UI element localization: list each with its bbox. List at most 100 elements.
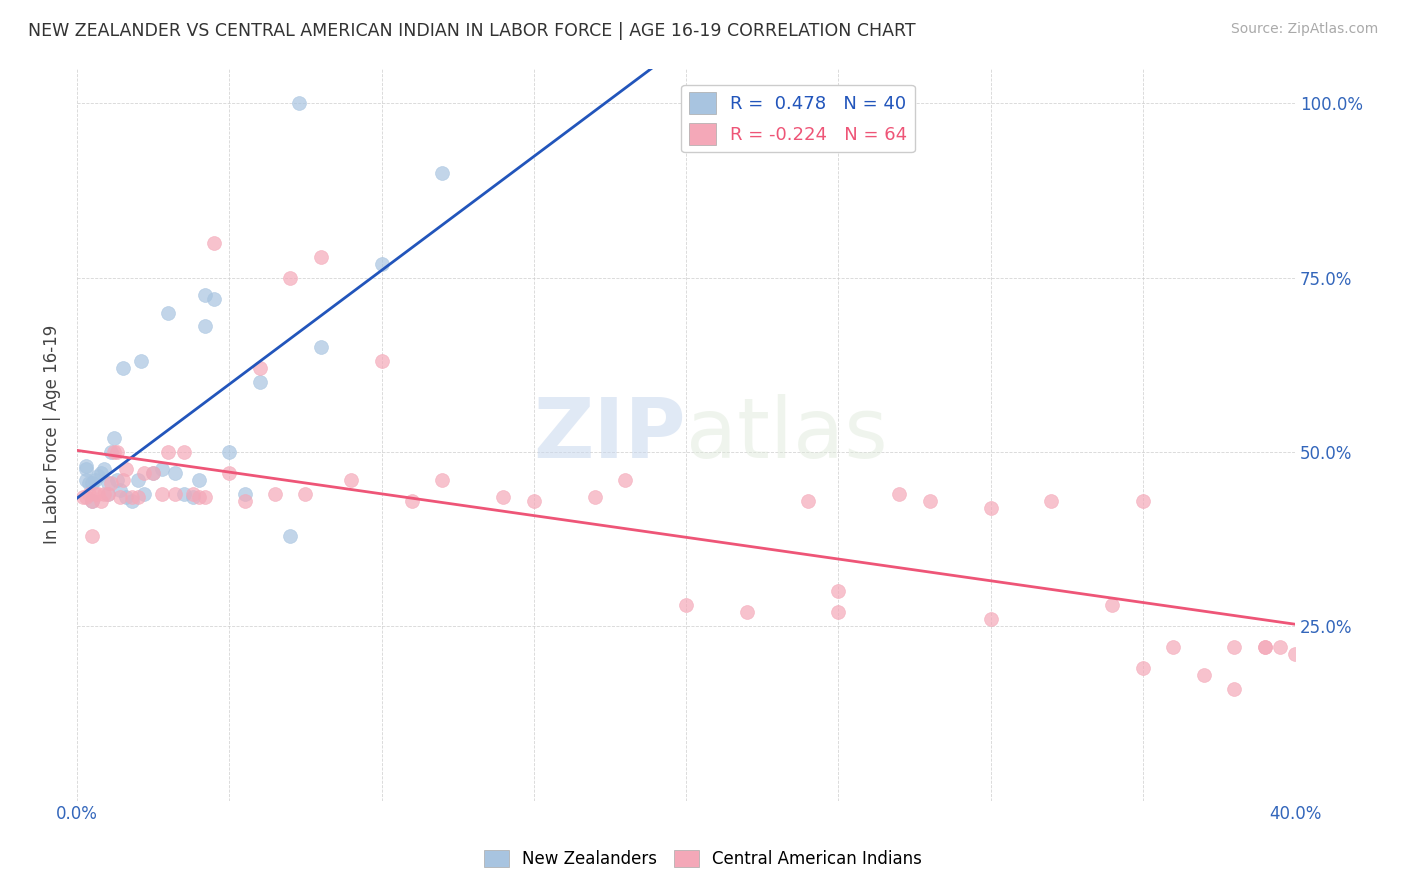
Point xyxy=(187,473,209,487)
Point xyxy=(142,466,165,480)
Point xyxy=(87,469,110,483)
Point xyxy=(523,493,546,508)
Point xyxy=(1268,640,1291,655)
Point xyxy=(1101,599,1123,613)
Point xyxy=(90,466,112,480)
Point xyxy=(278,529,301,543)
Point xyxy=(96,487,118,501)
Point xyxy=(432,473,454,487)
Text: Source: ZipAtlas.com: Source: ZipAtlas.com xyxy=(1230,22,1378,37)
Point xyxy=(249,376,271,390)
Point xyxy=(218,466,240,480)
Point xyxy=(797,493,820,508)
Point xyxy=(1161,640,1184,655)
Point xyxy=(370,354,392,368)
Point xyxy=(150,487,173,501)
Point xyxy=(75,462,97,476)
Point xyxy=(614,473,637,487)
Point xyxy=(249,361,271,376)
Point xyxy=(218,445,240,459)
Point xyxy=(370,257,392,271)
Point xyxy=(77,487,100,501)
Point xyxy=(202,235,225,250)
Legend: New Zealanders, Central American Indians: New Zealanders, Central American Indians xyxy=(477,843,929,875)
Point xyxy=(100,476,122,491)
Point xyxy=(100,445,122,459)
Point xyxy=(82,529,104,543)
Point xyxy=(1132,661,1154,675)
Point xyxy=(105,445,128,459)
Point xyxy=(918,493,941,508)
Point xyxy=(150,462,173,476)
Point xyxy=(163,466,186,480)
Point xyxy=(84,473,107,487)
Point xyxy=(108,491,131,505)
Point xyxy=(75,458,97,473)
Point xyxy=(827,584,849,599)
Point xyxy=(82,476,104,491)
Point xyxy=(111,361,134,376)
Point xyxy=(309,340,332,354)
Point xyxy=(264,487,287,501)
Text: atlas: atlas xyxy=(686,394,887,475)
Point xyxy=(114,462,136,476)
Point xyxy=(96,476,118,491)
Point xyxy=(90,493,112,508)
Point xyxy=(111,473,134,487)
Point xyxy=(129,354,152,368)
Point xyxy=(132,487,155,501)
Point xyxy=(1253,640,1275,655)
Point xyxy=(121,493,143,508)
Point xyxy=(103,445,125,459)
Point xyxy=(187,491,209,505)
Point xyxy=(294,487,316,501)
Point xyxy=(735,606,758,620)
Point xyxy=(401,493,423,508)
Point xyxy=(72,491,94,505)
Point xyxy=(96,487,118,501)
Point xyxy=(108,483,131,498)
Point xyxy=(980,612,1002,626)
Point xyxy=(1192,668,1215,682)
Point xyxy=(1132,493,1154,508)
Point xyxy=(827,606,849,620)
Point xyxy=(288,96,311,111)
Point xyxy=(84,487,107,501)
Point xyxy=(675,599,697,613)
Point xyxy=(77,476,100,491)
Point xyxy=(194,491,217,505)
Point xyxy=(157,445,180,459)
Point xyxy=(1253,640,1275,655)
Point xyxy=(142,466,165,480)
Point xyxy=(163,487,186,501)
Point xyxy=(105,473,128,487)
Point xyxy=(75,491,97,505)
Point xyxy=(1040,493,1063,508)
Point xyxy=(87,487,110,501)
Point xyxy=(432,166,454,180)
Y-axis label: In Labor Force | Age 16-19: In Labor Force | Age 16-19 xyxy=(44,325,60,544)
Point xyxy=(121,491,143,505)
Point xyxy=(233,493,256,508)
Point xyxy=(127,473,149,487)
Text: NEW ZEALANDER VS CENTRAL AMERICAN INDIAN IN LABOR FORCE | AGE 16-19 CORRELATION : NEW ZEALANDER VS CENTRAL AMERICAN INDIAN… xyxy=(28,22,915,40)
Point xyxy=(583,491,606,505)
Point xyxy=(173,487,195,501)
Point xyxy=(889,487,911,501)
Point xyxy=(93,462,115,476)
Point xyxy=(181,487,204,501)
Point xyxy=(132,466,155,480)
Point xyxy=(127,491,149,505)
Point xyxy=(103,431,125,445)
Point xyxy=(82,493,104,508)
Point xyxy=(93,487,115,501)
Point xyxy=(492,491,515,505)
Point xyxy=(1284,647,1306,661)
Point xyxy=(157,305,180,319)
Point xyxy=(233,487,256,501)
Point xyxy=(181,491,204,505)
Point xyxy=(194,319,217,334)
Point xyxy=(278,270,301,285)
Point xyxy=(202,292,225,306)
Point xyxy=(1223,640,1246,655)
